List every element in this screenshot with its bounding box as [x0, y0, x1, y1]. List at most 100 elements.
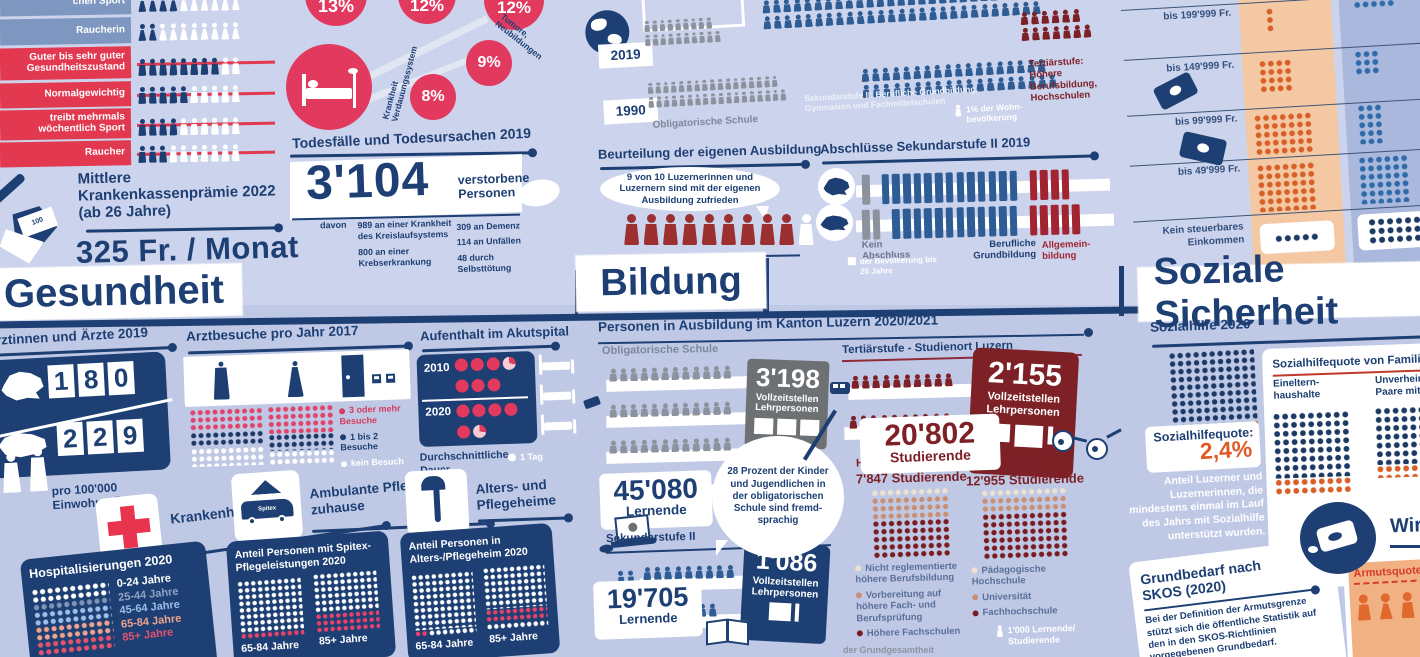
bubble-value: 12%: [496, 0, 532, 17]
legend-label: Nicht reglementierte höhere Berufsbildun…: [855, 560, 958, 586]
group-label: 85+ Jahre: [318, 632, 369, 648]
dots-maroon: [871, 517, 952, 560]
globe-continent: [590, 18, 608, 32]
familien-matrix-2: [1373, 404, 1420, 479]
dot-matrix-orange: [1258, 58, 1294, 95]
bar-row-schweiz: [861, 204, 1084, 240]
person-icons-empty: [178, 0, 241, 10]
money-slot: [1327, 530, 1343, 543]
visits-matrix-women: [266, 403, 336, 466]
dots-navy: [1373, 404, 1420, 466]
group-label: 85+ Jahre: [488, 630, 539, 646]
segments-beruflich: [892, 205, 1021, 240]
row-label: chen Sport: [72, 0, 126, 7]
lifestyle-row: Raucher: [0, 138, 280, 168]
day-circle: [455, 403, 470, 418]
digit-tile: 9: [116, 418, 145, 453]
row-pictograms: [137, 143, 241, 163]
row-label: Raucherin: [75, 23, 126, 36]
banknote-circle: [1196, 142, 1210, 154]
hb-matrix: [870, 486, 952, 560]
breakdown-item: 114 an Unfällen: [456, 235, 522, 248]
dot-matrix-blue: [1356, 103, 1386, 145]
legend-item: Vorbereitung auf höhere Fach- und Berufs…: [855, 587, 965, 624]
legend-item: Höhere Fachschulen: [856, 626, 965, 640]
line-end-dot: [563, 512, 574, 523]
day-pie: [472, 424, 486, 438]
legend-item: Nicht reglementierte höhere Berufsbildun…: [855, 561, 964, 587]
bubble-value: 13%: [317, 0, 355, 16]
oblig-box-value: 3'198: [755, 361, 821, 395]
breakdown-col1: 989 an einer Krankheit des Kreislaufsyst…: [357, 218, 458, 270]
person-icons-filled: [137, 57, 220, 75]
hb-legend: Nicht reglementierte höhere Berufsbildun…: [855, 561, 965, 640]
no-income-cell: [1357, 210, 1420, 251]
panel-title: Anteil Personen mit Spitex-Pflegeleistun…: [234, 539, 372, 574]
coin-icon: [1308, 546, 1318, 553]
lifestyle-row: Raucherin: [0, 15, 280, 46]
dot-matrix-orange: [1265, 7, 1276, 34]
laptop-dot: [627, 522, 638, 533]
quote-box: Sozialhilfequote: 2,4%: [1144, 421, 1262, 473]
legend-dot: [338, 407, 346, 415]
dots-maroon: [981, 510, 1070, 561]
door-icon: [341, 354, 365, 398]
legend-dot: [340, 460, 348, 468]
lifestyle-row: Guter bis sehr guter Gesundheitszustand: [0, 44, 280, 81]
dots-none: [268, 448, 336, 466]
panel-title: Anteil Personen in Alters-/Pflegeheim 20…: [408, 534, 529, 566]
dot-row-navy: [1274, 231, 1320, 244]
breakdown-item: 309 an Demenz: [456, 220, 521, 233]
dots-navy: [1167, 347, 1258, 425]
akutspital-title: Aufenthalt im Akutspital: [419, 323, 570, 344]
digit-tile: 8: [77, 362, 106, 397]
abschluesse-footnote: der Bevölkerung bis 25 Jahre: [847, 255, 948, 277]
legend-label: kein Besuch: [350, 456, 405, 469]
row-label: Normalgewichtig: [44, 87, 126, 100]
satisfaction-pictograms: [622, 214, 816, 245]
legend-allgemein: Allgemein­bildung: [1041, 238, 1091, 262]
breakdown-item: 800 an einer Krebserkrankung: [358, 245, 432, 269]
dots-3plus: [189, 406, 264, 433]
arztbesuche-title: Arztbesuche pro Jahr 2017: [185, 322, 359, 345]
lifestyle-row: Normalgewichtig: [0, 79, 280, 109]
person-icon: [1400, 592, 1414, 619]
digit-tile: 2: [86, 420, 115, 455]
unit-square-icon: [847, 257, 856, 266]
group-label: 65-84 Jahre: [240, 638, 300, 655]
bed-pillow: [308, 80, 318, 88]
row-pictograms: [137, 21, 241, 41]
student-icons: [850, 368, 954, 389]
board-square: [768, 602, 792, 622]
heime-badge: [404, 468, 470, 536]
board-bar: [794, 603, 800, 622]
pct-bubble: 9%: [466, 40, 512, 86]
legend-item: Pädagogische Hochschule: [971, 563, 1084, 589]
line-end-dot: [800, 159, 811, 169]
row-pictograms: [137, 0, 241, 12]
row-pictograms: [137, 84, 241, 104]
line-end-dot: [167, 342, 178, 352]
dots-pink: [315, 609, 381, 634]
bubble-value: 8%: [421, 88, 445, 105]
person-icons-empty: [189, 84, 241, 102]
row-band: Raucherin: [0, 17, 132, 46]
luzern-map-badge: [818, 168, 855, 205]
pictogram-row-tert-2019: [1019, 19, 1093, 41]
days-2020: [454, 400, 527, 444]
day-circle: [470, 378, 485, 392]
section-header-soziale-sicherheit: Soziale Sicherheit: [1137, 248, 1420, 336]
day-legend: 1 Tag: [507, 451, 544, 463]
man-icon: [213, 361, 230, 400]
row-label: treibt mehrmals wöchentlich Sport: [38, 111, 126, 135]
legend-dot: [855, 565, 862, 572]
legend-item: Fachhochschule: [972, 605, 1084, 619]
money-hand-icon: [1315, 519, 1359, 553]
eye-dot: [1058, 439, 1064, 445]
chair-icon: [385, 373, 396, 383]
digit-tile: 0: [107, 361, 135, 396]
section-header-gesundheit: Gesundheit: [0, 263, 243, 321]
legend-label: 1 Tag: [519, 451, 544, 463]
armut-dashed-line: [1353, 579, 1420, 585]
glasses-arm: [1106, 428, 1122, 439]
